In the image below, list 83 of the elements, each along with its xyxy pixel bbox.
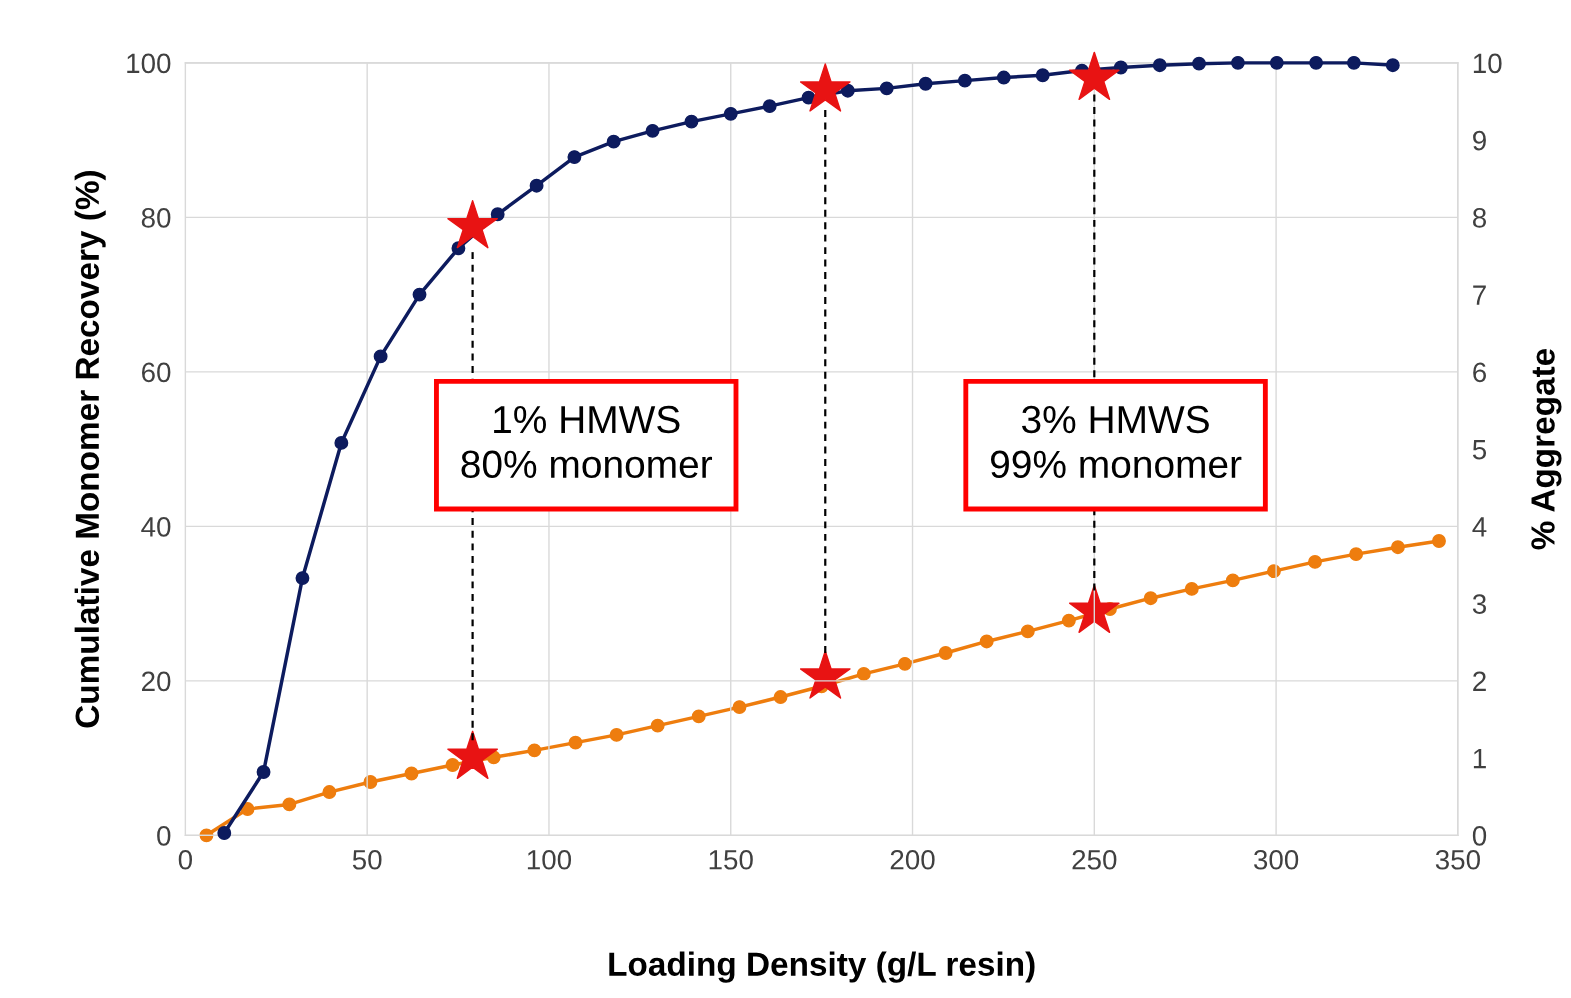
y2-tick-label: 2 <box>1473 671 1486 691</box>
point <box>568 735 583 750</box>
y2-tick-label: 8 <box>1472 208 1487 228</box>
point <box>282 797 297 812</box>
point <box>1309 55 1324 70</box>
y-axis-title: Cumulative Monomer Recovery (%) <box>74 171 106 728</box>
point <box>527 743 542 758</box>
x-tick-label: 0 <box>178 849 193 870</box>
y-tick-label: 40 <box>141 517 171 537</box>
point <box>645 123 660 138</box>
point <box>732 700 747 715</box>
point <box>856 666 871 681</box>
y2-axis-title: % Aggregate <box>1531 348 1562 550</box>
point <box>979 634 994 649</box>
point <box>1020 624 1035 639</box>
point <box>684 114 699 129</box>
x-axis-title: Loading Density (g/L resin) <box>609 951 1035 983</box>
point <box>1035 68 1050 83</box>
point <box>1152 58 1167 73</box>
y-tick-label: 80 <box>141 208 171 228</box>
y-tick-label: 60 <box>142 362 171 383</box>
point <box>938 646 953 660</box>
point <box>1390 540 1405 555</box>
point <box>404 766 419 781</box>
point <box>1143 591 1158 606</box>
point <box>529 178 544 193</box>
point <box>334 435 349 450</box>
point <box>567 150 582 165</box>
point <box>957 73 972 88</box>
point <box>897 656 912 671</box>
point <box>445 758 460 772</box>
point <box>1308 554 1322 569</box>
point <box>1113 60 1128 75</box>
point <box>412 287 427 302</box>
x-tick-label: 250 <box>1072 849 1117 870</box>
point <box>762 99 777 114</box>
y2-tick-label: 7 <box>1473 285 1486 305</box>
point <box>691 709 706 724</box>
point <box>606 134 621 149</box>
point <box>609 727 624 742</box>
x-tick-label: 300 <box>1253 849 1299 870</box>
point <box>1184 581 1199 596</box>
annotation: 3% HMWS 99% monomer <box>990 405 1242 479</box>
point <box>1061 613 1076 628</box>
y-tick-label: 0 <box>157 825 171 846</box>
y2-tick-label: 4 <box>1472 517 1487 537</box>
point <box>373 349 388 364</box>
point <box>840 83 855 98</box>
point <box>217 826 232 840</box>
point <box>490 207 505 222</box>
point <box>295 571 310 586</box>
point <box>256 765 271 779</box>
point <box>1346 55 1361 70</box>
point <box>650 718 665 733</box>
point <box>1230 55 1245 70</box>
y-tick-label: 100 <box>127 53 171 74</box>
point <box>773 690 788 705</box>
y2-tick-label: 0 <box>1472 825 1487 846</box>
point <box>1192 56 1206 71</box>
x-tick-label: 50 <box>352 849 382 870</box>
y2-tick-label: 10 <box>1473 53 1502 74</box>
point <box>1349 547 1364 562</box>
y2-tick-label: 6 <box>1473 362 1486 383</box>
y2-tick-label: 3 <box>1472 594 1486 614</box>
x-tick-label: 200 <box>890 849 935 870</box>
y-tick-label: 20 <box>141 671 171 692</box>
y2-tick-label: 1 <box>1473 749 1486 769</box>
y2-tick-label: 5 <box>1472 440 1487 460</box>
point <box>1432 534 1446 548</box>
x-tick-label: 100 <box>527 849 572 870</box>
annotation: 1% HMWS 80% monomer <box>461 405 713 479</box>
point <box>322 785 337 800</box>
point <box>240 802 255 817</box>
point <box>879 81 894 96</box>
point <box>1225 573 1240 588</box>
x-tick-label: 150 <box>709 849 753 870</box>
x-tick-label: 350 <box>1435 849 1480 870</box>
point <box>1385 58 1400 73</box>
point <box>918 76 933 91</box>
y2-tick-label: 9 <box>1473 130 1486 151</box>
point <box>996 70 1011 85</box>
point <box>723 106 738 121</box>
point <box>1269 55 1284 70</box>
